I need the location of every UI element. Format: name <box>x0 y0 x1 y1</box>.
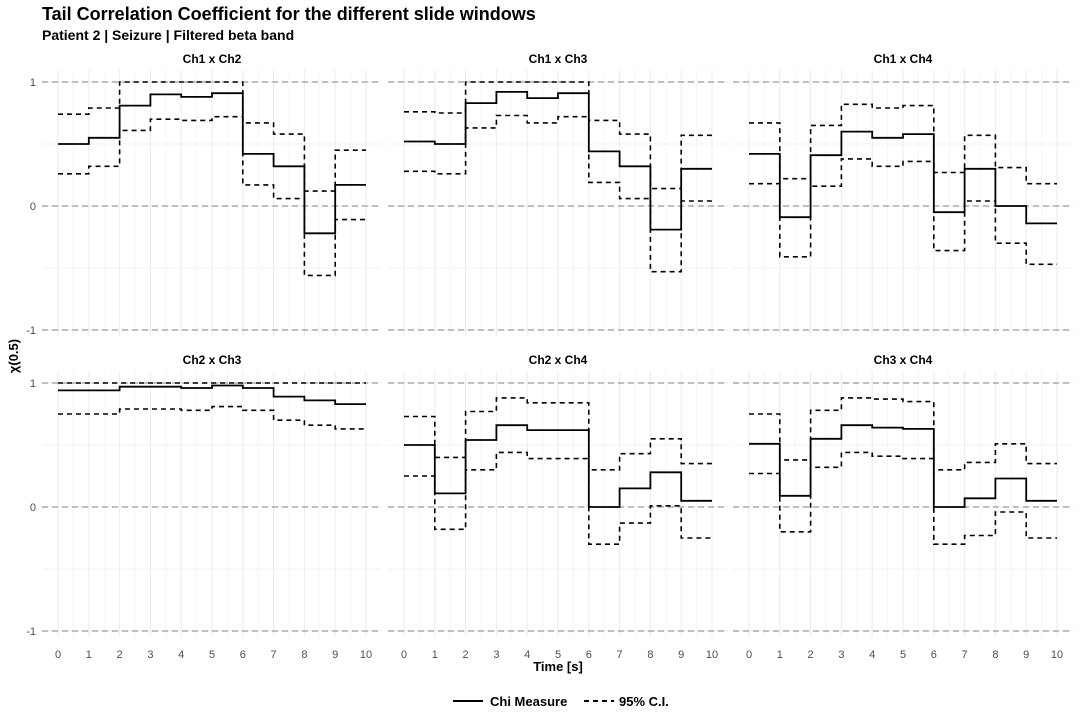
chi-measure-line <box>749 130 1057 225</box>
x-tick-label: 1 <box>777 649 783 661</box>
chart-title: Tail Correlation Coefficient for the dif… <box>42 4 536 24</box>
panel-ch3-x-ch4: Ch3 x Ch4 0 1 2 3 4 5 6 7 8 9 10 <box>733 353 1073 661</box>
x-tick-label: 6 <box>586 649 592 661</box>
chi-measure-line <box>58 92 366 235</box>
x-tick-label: 10 <box>1051 649 1063 661</box>
ci-lower-line <box>58 115 366 277</box>
x-tick-label: 3 <box>838 649 844 661</box>
ci-lower-line <box>404 451 712 545</box>
ci-lower-line <box>58 405 366 430</box>
panel-strip-label: Ch3 x Ch4 <box>874 353 933 367</box>
ci-lower-line <box>749 451 1057 545</box>
y-tick-label: 1 <box>30 77 36 89</box>
x-tick-label: 1 <box>432 649 438 661</box>
x-tick-label: 10 <box>360 649 372 661</box>
x-tick-label: 2 <box>117 649 123 661</box>
panel-ch2-x-ch4: Ch2 x Ch4 0 1 2 3 4 5 6 7 8 9 10 <box>388 353 728 661</box>
x-tick-label: 5 <box>900 649 906 661</box>
panel-strip-label: Ch2 x Ch3 <box>183 353 242 367</box>
ci-upper-line <box>404 81 712 190</box>
legend-chi-label: Chi Measure <box>490 694 567 709</box>
panel-ch1-x-ch3: Ch1 x Ch3 <box>388 52 728 336</box>
x-tick-label: 5 <box>209 649 215 661</box>
y-axis-title: χ(0.5) <box>6 339 21 373</box>
y-tick-label: 1 <box>30 378 36 390</box>
panel-strip-label: Ch2 x Ch4 <box>529 353 588 367</box>
chi-measure-line <box>404 424 712 508</box>
x-tick-label: 7 <box>271 649 277 661</box>
x-tick-label: 9 <box>678 649 684 661</box>
x-tick-label: 6 <box>931 649 937 661</box>
x-tick-label: 3 <box>147 649 153 661</box>
ci-upper-line <box>58 81 366 192</box>
legend: Chi Measure 95% C.I. <box>453 694 669 709</box>
x-tick-label: 2 <box>463 649 469 661</box>
x-tick-label: 9 <box>1023 649 1029 661</box>
x-tick-label: 7 <box>962 649 968 661</box>
chi-measure-line <box>749 424 1057 508</box>
y-tick-label: 0 <box>30 502 36 514</box>
ci-lower-line <box>404 114 712 273</box>
x-tick-label: 4 <box>178 649 184 661</box>
x-tick-label: 0 <box>746 649 752 661</box>
x-tick-label: 4 <box>869 649 875 661</box>
x-axis-title: Time [s] <box>533 659 583 674</box>
y-tick-label: -1 <box>26 325 36 337</box>
y-tick-label: -1 <box>26 626 36 638</box>
ci-upper-line <box>749 397 1057 471</box>
x-tick-label: 2 <box>808 649 814 661</box>
panel-ch1-x-ch4: Ch1 x Ch4 <box>733 52 1073 336</box>
panel-ch1-x-ch2: Ch1 x Ch2 1 0 -1 <box>26 52 382 337</box>
panel-strip-label: Ch1 x Ch2 <box>183 52 242 66</box>
legend-ci-label: 95% C.I. <box>619 694 669 709</box>
chi-measure-line <box>58 384 366 405</box>
x-tick-label: 0 <box>55 649 61 661</box>
x-tick-label: 7 <box>617 649 623 661</box>
x-tick-label: 8 <box>301 649 307 661</box>
x-tick-label: 3 <box>493 649 499 661</box>
x-tick-label: 8 <box>992 649 998 661</box>
x-tick-label: 6 <box>240 649 246 661</box>
x-tick-label: 4 <box>524 649 530 661</box>
x-tick-label: 5 <box>555 649 561 661</box>
ci-lower-line <box>749 158 1057 266</box>
x-tick-label: 8 <box>647 649 653 661</box>
panel-strip-label: Ch1 x Ch3 <box>529 52 588 66</box>
panel-strip-label: Ch1 x Ch4 <box>874 52 933 66</box>
x-tick-label: 10 <box>706 649 718 661</box>
chi-measure-line <box>404 91 712 231</box>
x-tick-label: 0 <box>401 649 407 661</box>
x-tick-label: 9 <box>332 649 338 661</box>
x-tick-label: 1 <box>86 649 92 661</box>
chart-subtitle: Patient 2 | Seizure | Filtered beta band <box>42 27 294 43</box>
y-tick-label: 0 <box>30 201 36 213</box>
